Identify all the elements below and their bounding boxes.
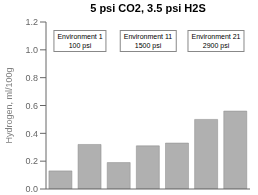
svg-text:0.4: 0.4 bbox=[25, 129, 38, 139]
html-text:Environment 21 2900 psi: Environment 21 2900 psi bbox=[191, 33, 241, 49]
html-text:5 psi CO2, 3.5 psi H2S: 5 psi CO2, 3.5 psi H2S bbox=[90, 2, 206, 14]
html-text:Environment 11 1500 psi: Environment 11 1500 psi bbox=[123, 33, 173, 49]
svg-text:Hydrogen, ml/100g: Hydrogen, ml/100g bbox=[8, 67, 14, 143]
svg-text:0.0: 0.0 bbox=[25, 184, 38, 194]
svg-text:0.8: 0.8 bbox=[25, 73, 38, 83]
svg-text:0.6: 0.6 bbox=[25, 101, 38, 111]
svg-text:1.2: 1.2 bbox=[25, 17, 38, 27]
svg-text:1.0: 1.0 bbox=[25, 45, 38, 55]
html-text:Environment 1 100 psi: Environment 1 100 psi bbox=[57, 33, 103, 49]
svg-text:0.2: 0.2 bbox=[25, 156, 38, 166]
